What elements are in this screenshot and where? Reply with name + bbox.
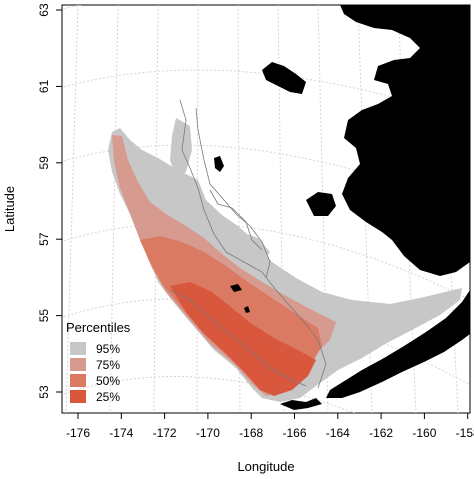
x-tick-label: -176 [66, 426, 90, 440]
x-tick-label: -166 [282, 426, 306, 440]
alaska-peninsula [326, 290, 470, 398]
legend-swatch [70, 390, 86, 403]
st-matthew-island [214, 156, 224, 172]
x-tick-label: -158 [456, 426, 474, 440]
x-tick-label: -160 [412, 426, 436, 440]
percentile-95-patch [170, 118, 192, 178]
y-tick-label: 57 [37, 232, 51, 246]
st-lawrence-island [262, 62, 306, 94]
map-layers [62, 5, 470, 413]
x-tick-label: -174 [109, 426, 133, 440]
legend-label: 95% [96, 342, 120, 356]
legend-title: Percentiles [66, 320, 131, 335]
pribilof-island-small [244, 306, 250, 313]
y-axis-label: Latitude [2, 186, 17, 232]
percentile-95-patch-east [236, 230, 270, 262]
legend-swatch [70, 358, 86, 371]
x-tick-label: -164 [326, 426, 350, 440]
x-tick-label: -172 [153, 426, 177, 440]
x-tick-label: -170 [196, 426, 220, 440]
pribilof-island [230, 284, 242, 292]
percentile-25-area [170, 282, 316, 396]
y-axis: 53 55 57 59 61 63 [37, 3, 62, 399]
x-axis-label: Longitude [237, 459, 294, 474]
x-tick-label: -168 [239, 426, 263, 440]
legend-label: 75% [96, 358, 120, 372]
legend-label: 50% [96, 374, 120, 388]
alaska-mainland [340, 5, 470, 276]
legend-swatch [70, 374, 86, 387]
y-tick-label: 59 [37, 156, 51, 170]
y-tick-label: 55 [37, 309, 51, 323]
percentile-95-area [108, 128, 462, 402]
legend: Percentiles 95% 75% 50% 25% [66, 320, 131, 404]
x-axis: -176 -174 -172 -170 -168 -166 -164 -162 -160 -158 [66, 413, 474, 440]
legend-label: 25% [96, 390, 120, 404]
x-tick-label: -162 [369, 426, 393, 440]
depth-contours [169, 99, 327, 389]
y-tick-label: 53 [37, 385, 51, 399]
y-tick-label: 63 [37, 3, 51, 17]
nunivak-island [306, 192, 336, 216]
y-tick-label: 61 [37, 79, 51, 93]
aleutian-islands [280, 398, 322, 410]
legend-swatch [70, 342, 86, 355]
